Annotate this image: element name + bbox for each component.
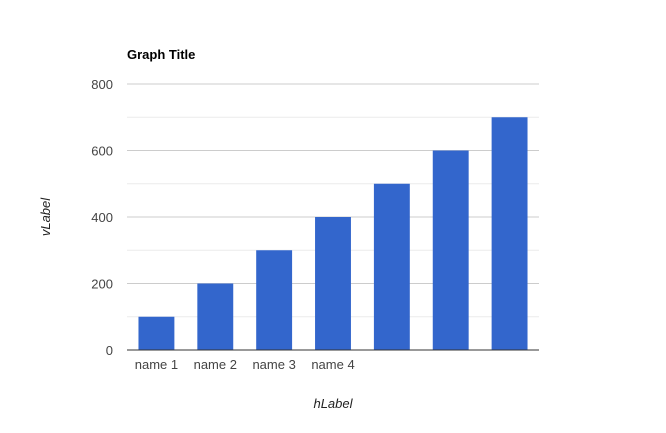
- chart-title: Graph Title: [127, 47, 195, 62]
- bar: [432, 150, 469, 350]
- x-tick-label: name 4: [311, 357, 354, 372]
- y-axis-ticks: 0 200 400 600 800: [91, 77, 113, 358]
- bar: [138, 316, 175, 350]
- y-tick-label: 600: [91, 144, 113, 159]
- bar: [491, 117, 528, 350]
- bar: [256, 250, 293, 350]
- y-tick-label: 200: [91, 277, 113, 292]
- y-tick-label: 800: [91, 77, 113, 92]
- y-axis-label: vLabel: [38, 197, 53, 236]
- x-axis-label: hLabel: [313, 396, 353, 411]
- x-axis-ticks: name 1 name 2 name 3 name 4: [135, 357, 355, 372]
- x-tick-label: name 3: [252, 357, 295, 372]
- bar: [197, 283, 234, 350]
- bar: [315, 217, 351, 350]
- y-tick-label: 0: [106, 343, 113, 358]
- bars: [138, 117, 528, 350]
- y-tick-label: 400: [91, 210, 113, 225]
- bar: [373, 183, 410, 350]
- x-tick-label: name 1: [135, 357, 178, 372]
- x-tick-label: name 2: [194, 357, 237, 372]
